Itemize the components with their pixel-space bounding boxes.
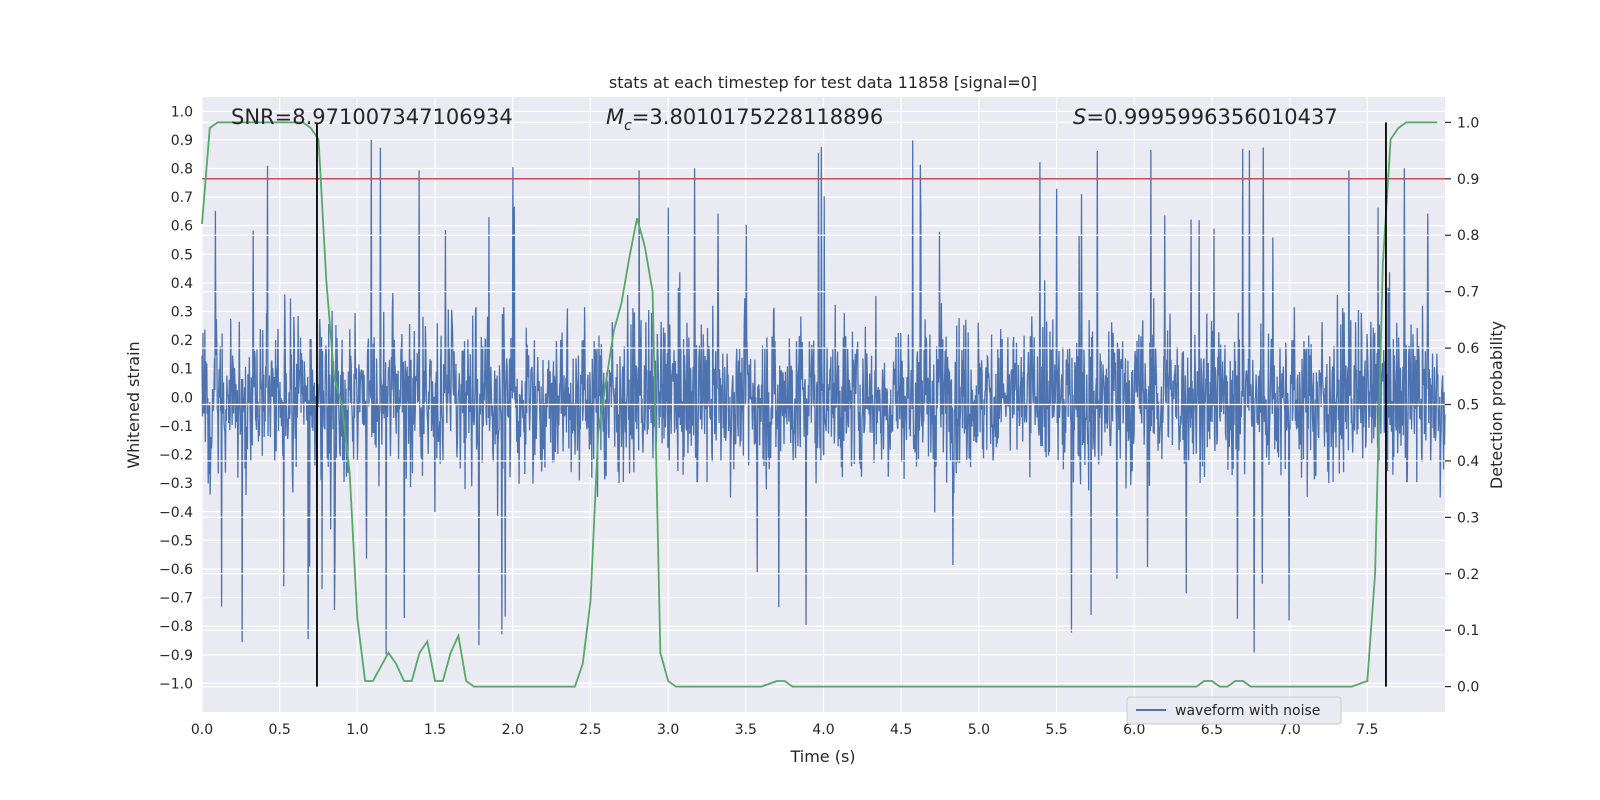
mc-symbol: M xyxy=(606,105,624,129)
x-ticks: 0.0 0.5 1.0 1.5 2.0 2.5 3.0 3.5 4.0 4.5 5.0 5.5 6.0 6… xyxy=(191,722,1379,738)
y-tick-label: −0.6 xyxy=(159,562,193,578)
y-tick-label: −0.7 xyxy=(159,591,193,607)
vertical-markers xyxy=(316,122,1387,687)
s-value: =0.9995996356010437 xyxy=(1086,105,1337,129)
snr-annotation: SNR=8.971007347106934 xyxy=(231,105,513,129)
s-symbol: S xyxy=(1073,105,1086,129)
y2-ticks: 1.0 0.9 0.8 0.7 0.6 0.5 0.4 0.3 0.2 0.1 0.0 xyxy=(1445,115,1479,696)
waveform-line xyxy=(201,139,1446,655)
x-axis-label: Time (s) xyxy=(789,747,855,766)
y2-tick-label: 1.0 xyxy=(1457,115,1479,131)
y2-tick-label: 0.7 xyxy=(1457,285,1479,301)
x-tick-label: 0.0 xyxy=(191,722,213,738)
x-tick-label: 2.0 xyxy=(502,722,524,738)
y2-tick-label: 0.9 xyxy=(1457,172,1479,188)
y-tick-label: 0.9 xyxy=(171,133,193,149)
x-tick-label: 6.5 xyxy=(1201,722,1223,738)
y-tick-label: 0.7 xyxy=(171,190,193,206)
y-tick-label: −0.4 xyxy=(159,505,193,521)
mc-annotation: Mc=3.8010175228118896 xyxy=(606,105,883,134)
y2-tick-label: 0.6 xyxy=(1457,341,1479,357)
waveform-series xyxy=(201,139,1446,655)
y-tick-label: 0.2 xyxy=(171,333,193,349)
y2-tick-label: 0.4 xyxy=(1457,454,1479,470)
y2-tick-label: 0.3 xyxy=(1457,510,1479,526)
x-tick-label: 3.5 xyxy=(735,722,757,738)
y-tick-label: 0.0 xyxy=(171,390,193,406)
y-tick-label: 0.3 xyxy=(171,305,193,321)
y2-tick-label: 0.2 xyxy=(1457,567,1479,583)
x-tick-label: 2.5 xyxy=(579,722,601,738)
probability-series xyxy=(201,121,1438,688)
y-tick-label: −0.3 xyxy=(159,476,193,492)
y2-tick-label: 0.0 xyxy=(1457,680,1479,696)
legend-box xyxy=(1126,696,1342,725)
y-tick-label: 0.8 xyxy=(171,162,193,178)
y-tick-label: 0.4 xyxy=(171,276,193,292)
legend: waveform with noise xyxy=(1126,696,1342,725)
y-ticks: 1.0 0.9 0.8 0.7 0.6 0.5 0.4 0.3 0.2 0.1 0.0 −0.1 −0.… xyxy=(159,104,193,692)
x-tick-label: 4.5 xyxy=(890,722,912,738)
x-tick-label: 3.0 xyxy=(657,722,679,738)
chart-title: stats at each timestep for test data 118… xyxy=(609,73,1037,92)
legend-label: waveform with noise xyxy=(1175,703,1320,719)
x-tick-label: 1.0 xyxy=(346,722,368,738)
y2-tick-label: 0.5 xyxy=(1457,398,1479,414)
x-tick-label: 1.5 xyxy=(424,722,446,738)
mc-value: =3.8010175228118896 xyxy=(632,105,883,129)
y-tick-label: −1.0 xyxy=(159,676,193,692)
s-annotation: S=0.9995996356010437 xyxy=(1073,105,1338,129)
x-tick-label: 7.5 xyxy=(1356,722,1378,738)
x-tick-label: 6.0 xyxy=(1123,722,1145,738)
mc-subscript: c xyxy=(624,118,632,134)
y-tick-label: −0.8 xyxy=(159,619,193,635)
x-tick-label: 5.0 xyxy=(968,722,990,738)
grid-overlay xyxy=(202,121,1445,688)
y-tick-label: −0.1 xyxy=(159,419,193,435)
y-tick-label: 0.1 xyxy=(171,362,193,378)
y-tick-label: −0.2 xyxy=(159,448,193,464)
y-tick-label: −0.9 xyxy=(159,648,193,664)
x-tick-label: 4.0 xyxy=(812,722,834,738)
x-tick-label: 7.0 xyxy=(1278,722,1300,738)
y-tick-label: 1.0 xyxy=(171,104,193,120)
y-tick-label: −0.5 xyxy=(159,533,193,549)
y2-axis-label: Detection probability xyxy=(1487,321,1506,489)
x-tick-label: 0.5 xyxy=(269,722,291,738)
y-axis-label: Whitened strain xyxy=(124,341,143,468)
y-tick-label: 0.5 xyxy=(171,247,193,263)
y-tick-label: 0.6 xyxy=(171,219,193,235)
x-tick-label: 5.5 xyxy=(1045,722,1067,738)
y2-tick-label: 0.8 xyxy=(1457,228,1479,244)
probability-line xyxy=(201,121,1438,688)
y2-tick-label: 0.1 xyxy=(1457,623,1479,639)
